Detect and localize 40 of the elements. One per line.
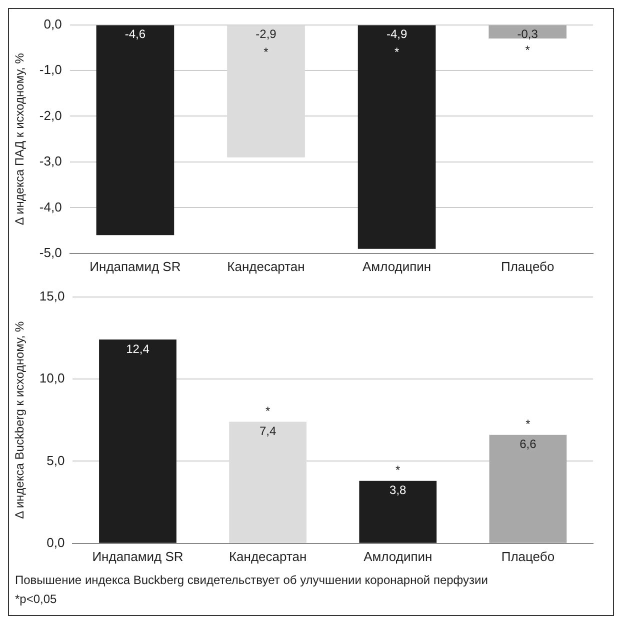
x-tick-label: Амлодипин xyxy=(362,258,432,274)
annotation: * xyxy=(396,463,401,478)
x-tick-label: Амлодипин xyxy=(364,548,432,564)
data-label: -0,3 xyxy=(517,27,538,42)
x-tick-label: Индапамид SR xyxy=(92,548,184,564)
y-axis-title: Δ индекса Buckberg к исходному, % xyxy=(12,321,27,519)
y-axis-title: Δ индекса ПАД к исходному, % xyxy=(12,52,27,226)
bar xyxy=(489,434,567,543)
data-label: 6,6 xyxy=(520,437,537,452)
y-tick-label: -1,0 xyxy=(39,62,62,78)
y-tick-label: 0,0 xyxy=(44,16,62,32)
data-label: 7,4 xyxy=(259,424,276,438)
x-tick-label: Плацебо xyxy=(500,258,554,274)
data-label: 12,4 xyxy=(126,342,150,356)
annotation: * xyxy=(265,404,270,418)
data-label: 3,8 xyxy=(390,483,407,498)
y-tick-label: 15,0 xyxy=(39,288,65,304)
y-tick-label: -4,0 xyxy=(39,199,62,214)
data-label: -4,6 xyxy=(124,27,146,42)
bar xyxy=(359,480,437,543)
y-tick-label: -5,0 xyxy=(39,244,62,260)
data-label: -4,9 xyxy=(386,27,408,42)
x-tick-label: Индапамид SR xyxy=(90,258,181,274)
y-tick-label: -2,0 xyxy=(39,108,62,123)
x-tick-label: Кандесартан xyxy=(228,548,307,564)
y-tick-label: 0,0 xyxy=(46,534,65,550)
text: Повышение индекса Buckberg свидетельствует об улучшении коронарной перфузии xyxy=(15,572,489,589)
y-tick-label: 5,0 xyxy=(46,452,65,468)
annotation: * xyxy=(525,42,530,57)
annotation: * xyxy=(526,417,531,432)
y-tick-label: 10,0 xyxy=(39,370,65,386)
y-tick-label: -3,0 xyxy=(39,154,62,169)
x-tick-label: Кандесартан xyxy=(227,258,305,274)
annotation: * xyxy=(394,45,400,60)
bar xyxy=(99,340,176,543)
bar xyxy=(229,422,307,543)
text: *p<0,05 xyxy=(15,591,58,608)
annotation: * xyxy=(264,45,269,60)
x-tick-label: Плацебо xyxy=(501,548,555,564)
data-label: -2,9 xyxy=(256,27,277,42)
